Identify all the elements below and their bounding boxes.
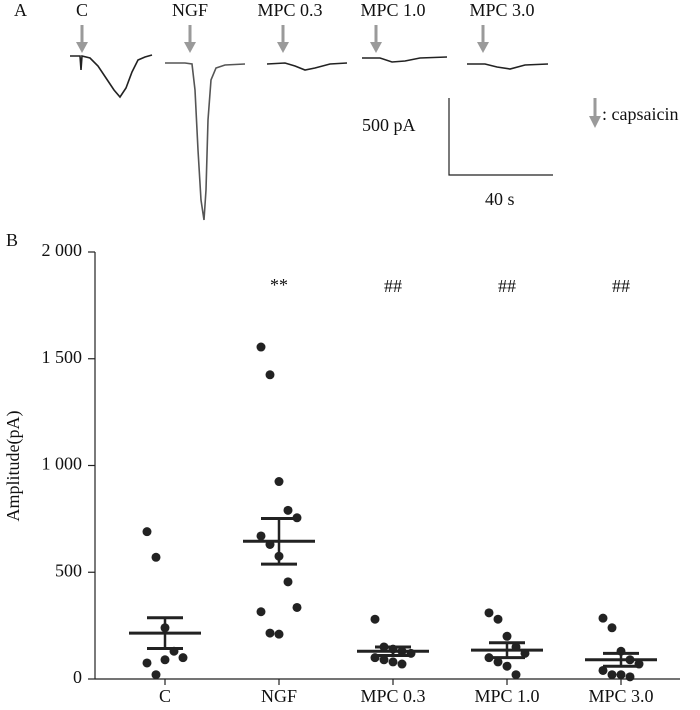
data-point (142, 658, 152, 668)
data-point (397, 659, 407, 669)
data-point (256, 531, 266, 541)
data-point (607, 670, 617, 680)
x-tick-label: MPC 1.0 (474, 686, 539, 706)
panel-a: A C NGF MPC 0.3 MPC 1.0 MPC 3.0 : capsai… (14, 0, 678, 221)
y-tick-label: 2 000 (42, 240, 83, 260)
data-point (493, 657, 503, 667)
trace-label: MPC 1.0 (360, 0, 425, 20)
data-point (292, 602, 302, 612)
scale-label: 40 s (485, 189, 515, 209)
y-axis-label: Amplitude(pA) (3, 411, 24, 522)
annotation: ## (612, 276, 630, 296)
data-point (283, 577, 293, 587)
data-point (265, 370, 275, 380)
data-point (598, 613, 608, 623)
data-point (625, 672, 635, 682)
trace-label: C (76, 0, 88, 20)
y-tick-label: 0 (73, 667, 82, 687)
data-point (160, 655, 170, 665)
data-point (502, 631, 512, 641)
data-point (511, 670, 521, 680)
data-point (274, 477, 284, 487)
panel-b: B Amplitude(pA) 0 500 1 000 1 500 2 000 C NGF M… (3, 230, 680, 706)
data-point (388, 657, 398, 667)
annotation: ## (498, 276, 516, 296)
annotation: ** (270, 275, 288, 295)
y-tick-label: 1 500 (42, 347, 83, 367)
data-point (370, 614, 380, 624)
data-point (265, 628, 275, 638)
data-point (616, 670, 626, 680)
data-point (151, 552, 161, 562)
data-point (607, 623, 617, 633)
data-point (493, 614, 503, 624)
trace (165, 62, 246, 221)
data-point (283, 505, 293, 515)
data-point (142, 527, 152, 537)
trace (70, 54, 153, 99)
trace (467, 63, 549, 70)
stimulus-arrows (76, 25, 601, 128)
data-point (256, 342, 266, 352)
annotation: ## (384, 276, 402, 296)
data-point (274, 629, 284, 639)
data-point (256, 607, 266, 617)
trace-label: MPC 3.0 (469, 0, 534, 20)
trace (362, 56, 448, 63)
panel-label: B (6, 230, 18, 250)
x-tick-label: MPC 3.0 (588, 686, 653, 706)
legend-label: : capsaicin (602, 104, 678, 124)
y-tick-label: 1 000 (42, 454, 83, 474)
data-point (484, 608, 494, 618)
trace (266, 62, 348, 71)
x-tick-label: C (159, 686, 171, 706)
data-point (379, 655, 389, 665)
trace-label: NGF (172, 0, 208, 20)
scale-bar (448, 98, 553, 176)
data-point (178, 653, 188, 663)
data-point (502, 661, 512, 671)
x-tick-label: MPC 0.3 (360, 686, 425, 706)
data-point (598, 665, 608, 675)
y-tick-label: 500 (55, 560, 82, 580)
scale-label: 500 pA (362, 115, 416, 135)
x-tick-label: NGF (261, 686, 297, 706)
trace-label: MPC 0.3 (257, 0, 322, 20)
data-point (151, 670, 161, 680)
panel-label: A (14, 0, 27, 20)
